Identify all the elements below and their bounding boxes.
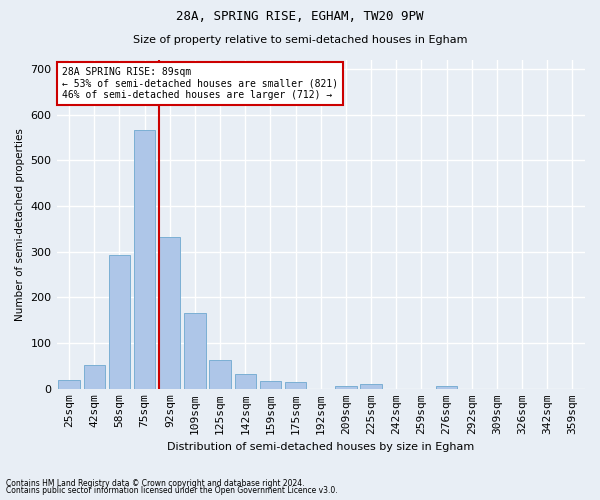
Bar (209, 360, 231, 389)
Text: Size of property relative to semi-detached houses in Egham: Size of property relative to semi-detach… (133, 35, 467, 45)
Text: 28A SPRING RISE: 89sqm
← 53% of semi-detached houses are smaller (821)
46% of se: 28A SPRING RISE: 89sqm ← 53% of semi-det… (62, 66, 338, 100)
Bar (361, 384, 382, 389)
Y-axis label: Number of semi-detached properties: Number of semi-detached properties (15, 128, 25, 321)
Text: 28A, SPRING RISE, EGHAM, TW20 9PW: 28A, SPRING RISE, EGHAM, TW20 9PW (176, 10, 424, 23)
Bar (184, 314, 206, 389)
Bar (109, 255, 130, 389)
Bar (159, 236, 181, 389)
Bar (83, 364, 105, 389)
X-axis label: Distribution of semi-detached houses by size in Egham: Distribution of semi-detached houses by … (167, 442, 475, 452)
Bar (436, 386, 457, 389)
Bar (335, 386, 356, 389)
Bar (260, 381, 281, 389)
Bar (58, 380, 80, 389)
Text: Contains HM Land Registry data © Crown copyright and database right 2024.: Contains HM Land Registry data © Crown c… (6, 478, 305, 488)
Text: Contains public sector information licensed under the Open Government Licence v3: Contains public sector information licen… (6, 486, 338, 495)
Bar (285, 382, 307, 389)
Bar (235, 374, 256, 389)
Bar (134, 130, 155, 389)
